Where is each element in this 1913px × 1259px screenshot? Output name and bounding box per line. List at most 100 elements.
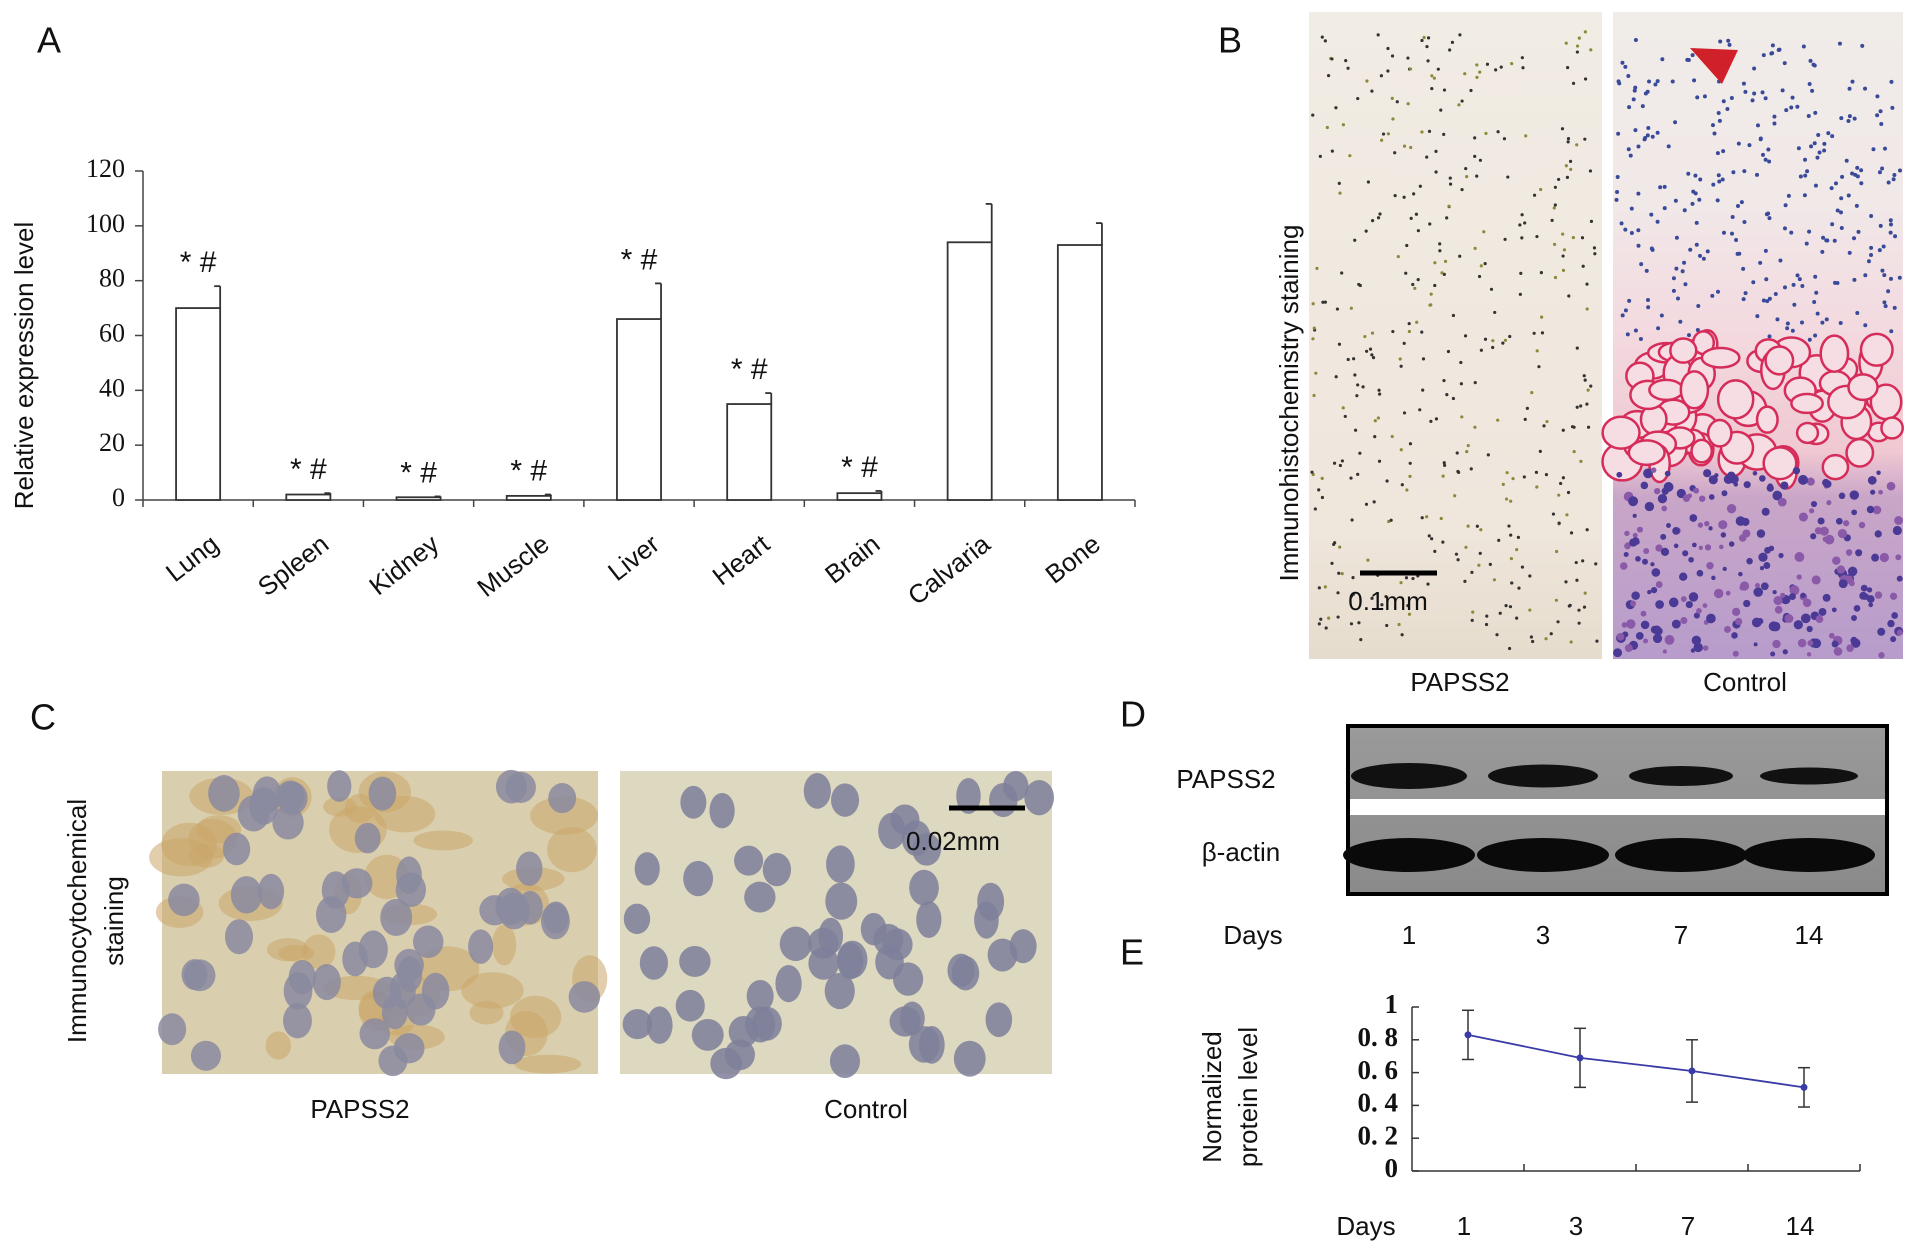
cell-dot xyxy=(1743,599,1751,608)
cell-dot xyxy=(1650,247,1655,252)
cell-dot xyxy=(1446,349,1451,354)
cell-dot xyxy=(1463,72,1467,76)
cell-dot xyxy=(1442,272,1446,276)
cell-dot xyxy=(1708,494,1715,500)
cell-dot xyxy=(1364,502,1369,506)
cell-dot xyxy=(1822,148,1827,153)
data-point xyxy=(1464,1031,1472,1039)
histology-image xyxy=(1613,12,1903,659)
scale-label: 0.1mm xyxy=(1348,586,1427,616)
cell-dot xyxy=(1460,99,1464,103)
cell-dot xyxy=(1825,238,1830,243)
chondrocyte xyxy=(1679,370,1710,410)
cell-dot xyxy=(1402,341,1406,345)
nucleus xyxy=(354,822,381,854)
cell-dot xyxy=(1465,450,1469,454)
nucleus xyxy=(183,959,216,992)
significance-label: * # xyxy=(290,453,327,486)
cell-dot xyxy=(1844,158,1849,163)
cell-dot xyxy=(1755,314,1760,319)
cell-dot xyxy=(1847,250,1852,255)
cell-dot xyxy=(1782,649,1788,655)
cell-dot xyxy=(1877,627,1886,636)
cell-dot xyxy=(1320,476,1324,480)
cell-dot xyxy=(1581,264,1585,268)
brown-stain xyxy=(514,1054,582,1074)
cell-dot xyxy=(1803,157,1808,162)
cell-dot xyxy=(1673,543,1679,549)
cell-dot xyxy=(1494,68,1498,72)
cell-dot xyxy=(1385,623,1389,628)
cell-dot xyxy=(1760,582,1769,591)
nucleus xyxy=(275,780,305,813)
cell-dot xyxy=(1636,191,1641,196)
cell-dot xyxy=(1325,125,1329,130)
cell-dot xyxy=(1615,190,1620,195)
blot-band xyxy=(1629,766,1733,786)
cell-dot xyxy=(1656,326,1661,331)
cell-dot xyxy=(1553,275,1558,280)
cell-dot xyxy=(1879,552,1889,563)
cell-dot xyxy=(1499,65,1503,69)
cell-dot xyxy=(1759,565,1765,571)
nucleus xyxy=(394,948,424,982)
brown-stain xyxy=(413,830,473,851)
cell-dot xyxy=(1741,266,1746,271)
cell-dot xyxy=(1866,259,1871,264)
cell-dot xyxy=(1772,114,1777,119)
cell-dot xyxy=(1691,189,1696,194)
cell-dot xyxy=(1666,144,1671,149)
cell-dot xyxy=(1421,388,1425,392)
cell-dot xyxy=(1850,79,1855,84)
cell-dot xyxy=(1502,137,1507,141)
cell-dot xyxy=(1457,103,1461,107)
x-tick-label: Spleen xyxy=(252,529,334,602)
cell-dot xyxy=(1687,493,1693,499)
cell-dot xyxy=(1853,172,1858,177)
cell-dot xyxy=(1535,234,1539,239)
nucleus xyxy=(623,903,651,935)
cell-dot xyxy=(1544,637,1548,641)
cell-dot xyxy=(1496,130,1500,134)
cell-dot xyxy=(1376,416,1380,420)
cell-dot xyxy=(1639,262,1644,267)
cell-dot xyxy=(1351,576,1355,580)
cell-dot xyxy=(1660,547,1670,556)
cell-dot xyxy=(1688,247,1693,252)
cell-dot xyxy=(1409,216,1413,220)
nucleus xyxy=(824,972,855,1010)
cell-dot xyxy=(1552,242,1557,246)
cell-dot xyxy=(1826,131,1831,136)
cell-dot xyxy=(1510,61,1514,66)
cell-dot xyxy=(1373,435,1377,439)
cell-dot xyxy=(1688,556,1694,563)
cell-dot xyxy=(1631,97,1636,102)
cell-dot xyxy=(1575,405,1579,409)
cell-dot xyxy=(1580,236,1585,240)
nucleus xyxy=(237,795,270,832)
cell-dot xyxy=(1726,38,1731,43)
cell-dot xyxy=(1814,527,1823,535)
cell-dot xyxy=(1497,538,1501,542)
cell-dot xyxy=(1889,329,1894,334)
cell-dot xyxy=(1800,592,1806,599)
cell-dot xyxy=(1801,44,1806,49)
cell-dot xyxy=(1577,608,1581,612)
cell-dot xyxy=(1370,219,1375,223)
cell-dot xyxy=(1764,277,1769,282)
nucleus xyxy=(568,981,601,1013)
chondrocyte xyxy=(1716,379,1755,420)
cell-dot xyxy=(1763,96,1768,101)
cell-dot xyxy=(1518,223,1522,227)
cell-dot xyxy=(1569,640,1573,644)
chondrocyte xyxy=(1790,392,1824,415)
cell-dot xyxy=(1786,193,1791,198)
cell-dot xyxy=(1482,230,1486,234)
cell-dot xyxy=(1854,203,1859,208)
cell-dot xyxy=(1815,311,1820,316)
cell-dot xyxy=(1430,537,1434,541)
cell-dot xyxy=(1743,291,1748,296)
cell-dot xyxy=(1644,501,1655,512)
blot-band xyxy=(1615,838,1747,872)
cell-dot xyxy=(1335,307,1340,311)
